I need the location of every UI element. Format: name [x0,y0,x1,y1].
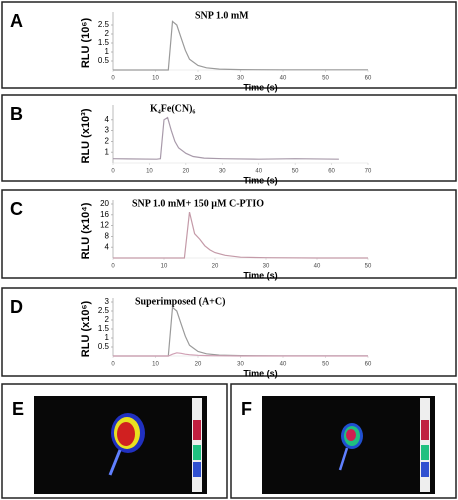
panel-label: D [10,297,23,317]
data-line [113,352,368,357]
y-tick-label: 0.5 [98,56,110,65]
x-tick-label: 0 [111,264,115,270]
y-tick-label: 2 [105,29,110,38]
x-tick-label: 40 [314,264,321,270]
x-tick-label: 0 [111,76,115,82]
stalk [338,447,349,471]
panel-frame [1,1,457,89]
y-tick-label: 3 [105,126,110,135]
y-tick-label: 4 [105,242,110,251]
y-tick-label: 2 [105,315,110,324]
y-tick-label: 0.5 [98,342,110,351]
x-tick-label: 20 [183,169,190,175]
y-tick-label: 3 [105,297,110,306]
colorbar [421,420,429,440]
x-tick-label: 10 [146,169,153,175]
x-tick-label: 10 [152,76,159,82]
y-axis-label: RLU (x10³) [80,108,92,163]
x-tick-label: 20 [195,76,202,82]
x-tick-label: 20 [195,362,202,368]
chart-title: K₄Fe(CN)₆ [150,103,195,114]
x-tick-label: 70 [365,169,372,175]
stalk [108,449,122,476]
data-line [112,116,339,160]
y-tick-label: 4 [105,115,110,124]
x-tick-label: 50 [365,264,372,270]
x-tick-label: 30 [237,76,244,82]
y-tick-label: 1 [105,333,110,342]
y-tick-label: 20 [100,199,109,208]
panel-label: C [10,199,23,219]
x-axis-label: Time (s) [243,368,277,378]
x-tick-label: 30 [219,169,226,175]
colorbar [193,462,201,477]
data-line [113,211,368,259]
y-tick-label: 1 [105,147,110,156]
y-axis-label: RLU (10⁶) [80,18,92,69]
x-tick-label: 60 [365,76,372,82]
y-tick-label: 1.5 [98,38,110,47]
x-tick-label: 30 [263,264,270,270]
colorbar [421,462,429,477]
panel-label: F [241,399,252,419]
x-axis-label: Time (s) [243,175,277,185]
y-tick-label: 12 [100,221,109,230]
x-tick-label: 50 [292,169,299,175]
colorbar [193,420,201,440]
panel-label: E [12,399,24,419]
x-tick-label: 40 [280,76,287,82]
colorbar [193,445,201,460]
chart-title: SNP 1.0 mM+ 150 µM C-PTIO [132,198,264,209]
y-axis-label: RLU (x10⁴) [80,202,92,259]
x-axis-label: Time (s) [243,270,277,280]
x-tick-label: 10 [152,362,159,368]
x-axis-label: Time (s) [243,82,277,92]
image-panel: E [1,383,228,499]
x-tick-label: 50 [322,76,329,82]
x-tick-label: 60 [328,169,335,175]
colorbar [421,445,429,460]
y-tick-label: 16 [100,210,109,219]
y-tick-label: 2.5 [98,306,110,315]
data-line [113,20,368,71]
y-tick-label: 2 [105,137,110,146]
x-tick-label: 30 [237,362,244,368]
y-tick-label: 2.5 [98,20,110,29]
panel-frame [1,287,457,377]
x-tick-label: 40 [255,169,262,175]
x-tick-label: 0 [111,169,115,175]
y-tick-label: 1.5 [98,324,110,333]
y-tick-label: 8 [105,232,110,241]
x-tick-label: 0 [111,362,115,368]
x-tick-label: 50 [322,362,329,368]
blob [117,422,135,446]
y-tick-label: 1 [105,47,110,56]
x-tick-label: 20 [212,264,219,270]
panel-frame [1,94,457,182]
chart-title: Superimposed (A+C) [135,296,225,307]
y-axis-label: RLU (x10⁶) [80,300,92,357]
panel-label: B [10,104,23,124]
image-panel: F [230,383,457,499]
x-tick-label: 60 [365,362,372,368]
x-tick-label: 40 [280,362,287,368]
blob [346,429,356,441]
panel-label: A [10,11,23,31]
x-tick-label: 10 [161,264,168,270]
panel-frame [1,189,457,279]
chart-title: SNP 1.0 mM [195,10,249,21]
